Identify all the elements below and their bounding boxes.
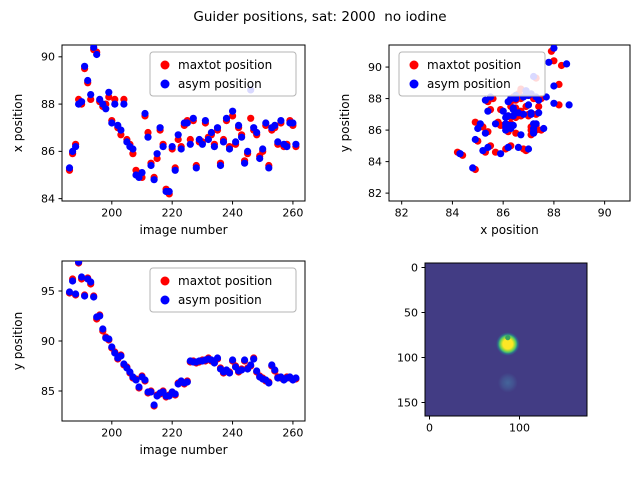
x-tick-label: 200	[101, 207, 122, 220]
y-tick-label: 84	[41, 192, 55, 205]
legend-marker-maxtot	[160, 60, 170, 70]
x-tick-label: 220	[162, 427, 183, 440]
points-area	[65, 45, 300, 198]
legend: maxtot position asym position	[149, 51, 297, 97]
series-asym-position	[456, 45, 573, 172]
saturated-pixel-dot	[505, 335, 511, 341]
y-tick-label: 85	[41, 385, 55, 398]
x-tick-label: 0	[426, 422, 433, 435]
legend-box	[149, 51, 297, 97]
series-asym-position	[65, 45, 300, 196]
x-tick-label: 240	[222, 427, 243, 440]
x-tick-label: 86	[496, 207, 510, 220]
x-axis-label: image number	[139, 443, 227, 457]
y-axis-label: x position	[11, 94, 25, 152]
legend-label: asym position	[427, 77, 511, 91]
y-tick-label: 90	[41, 51, 55, 64]
x-tick-label: 84	[445, 207, 459, 220]
y-tick-label: 90	[368, 61, 382, 74]
legend-box	[149, 267, 297, 313]
legend-box	[398, 51, 546, 97]
x-tick-label: 260	[282, 207, 303, 220]
series-asym-position	[65, 261, 300, 409]
y-tick-label: 95	[41, 285, 55, 298]
subplot-ypos_vs_xpos: 82 84 86 88 90 82 84 86 88 90 x position y position…	[338, 44, 631, 237]
y-tick-label: 50	[404, 306, 418, 319]
y-tick-label: 100	[397, 351, 418, 364]
x-tick-label: 82	[395, 207, 409, 220]
y-tick-label: 82	[368, 187, 382, 200]
y-tick-label: 150	[397, 396, 418, 409]
x-axis-label: image number	[139, 223, 227, 237]
x-tick-label: 260	[282, 427, 303, 440]
y-tick-label: 86	[41, 145, 55, 158]
legend-label: asym position	[178, 77, 262, 91]
legend-marker-asym	[409, 79, 419, 89]
y-tick-label: 84	[368, 155, 382, 168]
x-tick-label: 240	[222, 207, 243, 220]
y-tick-label: 86	[368, 124, 382, 137]
legend-marker-asym	[160, 295, 170, 305]
legend-label: maxtot position	[427, 58, 521, 72]
points-area	[65, 261, 300, 410]
legend-marker-maxtot	[409, 60, 419, 70]
x-tick-label: 200	[101, 427, 122, 440]
y-axis-label: y position	[11, 312, 25, 370]
x-tick-label: 88	[547, 207, 561, 220]
faint-ghost-blob	[497, 372, 518, 393]
x-tick-label: 220	[162, 207, 183, 220]
legend: maxtot position asym position	[398, 51, 546, 97]
x-tick-label: 100	[509, 422, 530, 435]
legend: maxtot position asym position	[149, 267, 297, 313]
x-tick-label: 90	[598, 207, 612, 220]
legend-label: maxtot position	[178, 58, 272, 72]
guider-star-blob	[496, 332, 520, 356]
subplot-ypos_vs_img: 200 220 240 260 85 90 95 image number y position…	[11, 260, 306, 457]
y-tick-label: 88	[41, 98, 55, 111]
legend-marker-asym	[160, 79, 170, 89]
legend-marker-maxtot	[160, 276, 170, 286]
y-tick-label: 90	[41, 335, 55, 348]
axes-frame	[424, 262, 588, 417]
y-tick-label: 88	[368, 92, 382, 105]
legend-label: asym position	[178, 293, 262, 307]
subplot-guider-image: 0 100 0 50 100 150	[397, 261, 588, 435]
y-tick-label: 0	[411, 261, 418, 274]
x-axis-label: x position	[480, 223, 538, 237]
subplot-xpos_vs_img: 200 220 240 260 84 86 88 90 image number x positi…	[11, 44, 306, 237]
legend-label: maxtot position	[178, 274, 272, 288]
y-axis-label: y position	[338, 94, 352, 152]
figure-title: Guider positions, sat: 2000 no iodine	[193, 9, 447, 25]
